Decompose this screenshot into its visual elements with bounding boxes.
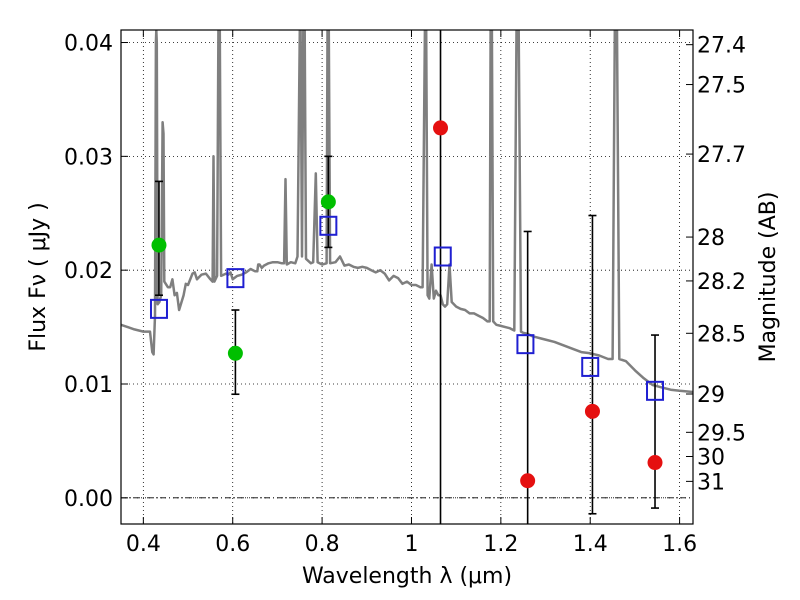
observed-photometry-point — [647, 455, 663, 471]
model-photometry-square — [646, 380, 665, 401]
x-tick-label: 1 — [404, 532, 418, 557]
observed-photometry-point — [151, 237, 167, 253]
model-photometry-square — [433, 246, 452, 267]
model-photometry-square — [516, 334, 535, 355]
grid-lines — [121, 30, 693, 524]
x-tick-label: 0.6 — [215, 532, 250, 557]
x-tick-label: 0.4 — [126, 532, 161, 557]
right-tick-label: 27.7 — [697, 143, 746, 168]
x-tick-label: 1.6 — [662, 532, 697, 557]
right-axis-label: Magnitude (AB) — [756, 192, 781, 363]
observed-photometry-point — [227, 345, 243, 361]
observed-photometry-point — [584, 403, 600, 419]
model-photometry-square — [581, 356, 600, 377]
y-tick-label: 0.00 — [64, 487, 113, 512]
y-tick-label: 0.04 — [64, 32, 113, 57]
x-tick-label: 1.2 — [483, 532, 518, 557]
right-tick-label: 28.5 — [697, 322, 746, 347]
right-tick-label: 27.4 — [697, 34, 746, 59]
right-tick-label: 28.2 — [697, 270, 746, 295]
observed-photometry-point — [320, 194, 336, 210]
plot-frame — [120, 29, 694, 525]
model-photometry-square — [149, 298, 168, 319]
model-spectrum-line — [121, 30, 693, 394]
right-tick-label: 27.5 — [697, 74, 746, 99]
right-tick-label: 30 — [697, 445, 725, 470]
right-tick-label: 29.5 — [697, 421, 746, 446]
x-tick-label: 0.8 — [305, 532, 340, 557]
x-axis-label: Wavelength λ (μm) — [302, 564, 512, 589]
y-axis-label: Flux Fν ( μJy ) — [26, 202, 51, 351]
y-tick-label: 0.02 — [64, 259, 113, 284]
right-tick-label: 29 — [697, 383, 725, 408]
plot-area — [121, 30, 693, 524]
right-tick-label: 31 — [697, 470, 725, 495]
model-photometry-square — [319, 215, 338, 236]
y-tick-label: 0.03 — [64, 145, 113, 170]
y-tick-label: 0.01 — [64, 373, 113, 398]
model-photometry-square — [226, 268, 245, 289]
observed-photometry-point — [433, 120, 449, 136]
axis-ticks: 0.4 0.6 0.8 1 1.2 1.4 1.6 0.00 0.01 0.02 0.03 0.04 2… — [64, 30, 746, 557]
right-tick-label: 28 — [697, 226, 725, 251]
x-tick-label: 1.4 — [573, 532, 608, 557]
observed-photometry-point — [520, 473, 536, 489]
